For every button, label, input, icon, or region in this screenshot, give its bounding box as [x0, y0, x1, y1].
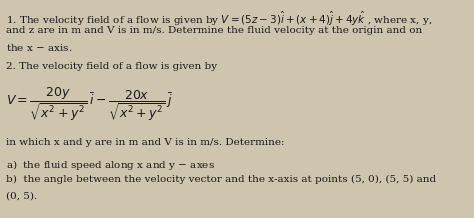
Text: b)  the angle between the velocity vector and the x-axis at points (5, 0), (5, 5: b) the angle between the velocity vector…	[6, 175, 436, 184]
Text: 1. The velocity field of a flow is given by $V=(5z-3)\hat{i}+(x+4)\hat{j}+4y\hat: 1. The velocity field of a flow is given…	[6, 10, 432, 28]
Text: and z are in m and V is in m/s. Determine the fluid velocity at the origin and o: and z are in m and V is in m/s. Determin…	[6, 26, 422, 35]
Text: 2. The velocity field of a flow is given by: 2. The velocity field of a flow is given…	[6, 62, 217, 71]
Text: in which x and y are in m and V is in m/s. Determine:: in which x and y are in m and V is in m/…	[6, 138, 284, 147]
Text: a)  the fluid speed along x and y $-$ axes: a) the fluid speed along x and y $-$ axe…	[6, 158, 215, 172]
Text: $V = \dfrac{20y}{\sqrt{x^2+y^2}}\,\bar{i} - \dfrac{20x}{\sqrt{x^2+y^2}}\,\bar{j}: $V = \dfrac{20y}{\sqrt{x^2+y^2}}\,\bar{i…	[6, 86, 173, 124]
Text: (0, 5).: (0, 5).	[6, 192, 37, 201]
Text: the x $-$ axis.: the x $-$ axis.	[6, 42, 73, 53]
